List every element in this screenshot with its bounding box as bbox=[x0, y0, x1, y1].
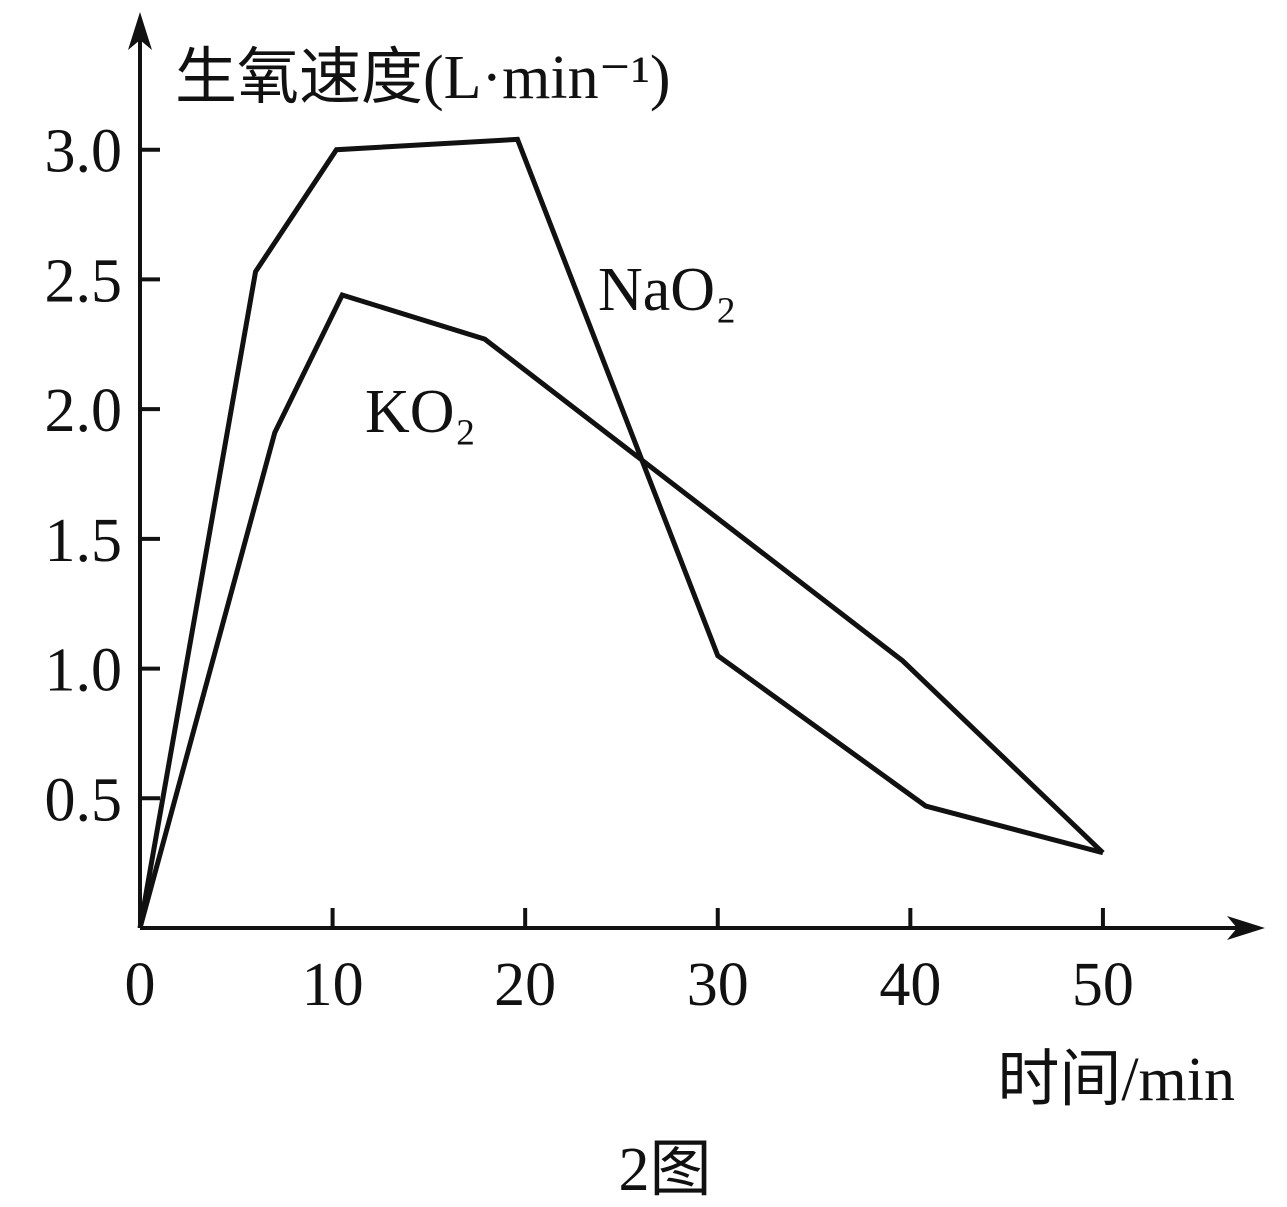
y-tick-label: 1.5 bbox=[45, 507, 123, 575]
y-tick-label: 0.5 bbox=[45, 766, 123, 834]
x-axis-arrow bbox=[1227, 916, 1265, 940]
y-tick-label: 1.0 bbox=[45, 637, 123, 705]
x-axis-label: 时间/min bbox=[997, 1046, 1235, 1114]
y-tick-label: 3.0 bbox=[45, 118, 123, 186]
x-tick-label: 50 bbox=[1072, 951, 1134, 1019]
caption: 2图 bbox=[618, 1136, 711, 1204]
x-tick-label: 0 bbox=[125, 951, 156, 1019]
data-line bbox=[137, 136, 1104, 929]
x-tick-label: 10 bbox=[302, 951, 364, 1019]
y-tick-label: 2.0 bbox=[45, 377, 123, 445]
y-axis-label: 生氧速度(L·min⁻¹) bbox=[175, 44, 671, 112]
y-axis-arrow bbox=[128, 12, 152, 50]
y-tick-label: 2.5 bbox=[45, 247, 123, 315]
series-label: KO₂ bbox=[365, 378, 476, 446]
x-tick-label: 40 bbox=[879, 951, 941, 1019]
data-line bbox=[137, 291, 1105, 929]
x-tick-label: 20 bbox=[494, 951, 556, 1019]
x-tick-label: 30 bbox=[687, 951, 749, 1019]
series-label: NaO₂ bbox=[598, 256, 737, 324]
